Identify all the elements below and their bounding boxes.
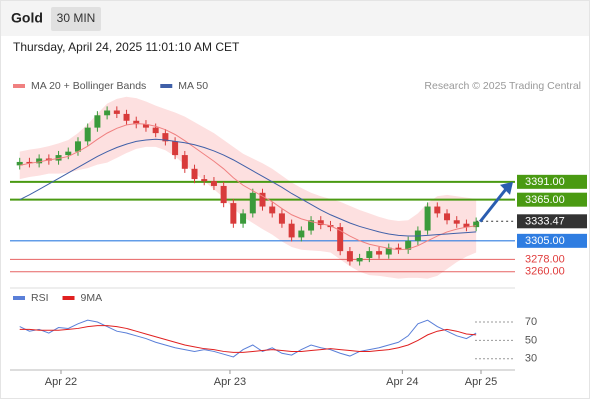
candle-body [210,181,217,186]
candle-body [453,220,460,224]
candle-body [142,124,149,128]
candle-body [308,220,315,231]
legend-label: MA 50 [178,80,208,92]
candle-body [366,251,373,258]
candle-body [405,240,412,250]
candle-body [104,110,111,116]
legend-swatch [62,296,75,300]
level-label: 3260.00 [525,266,565,278]
forecast-arrow [478,186,509,223]
level-label: 3391.00 [525,176,565,188]
candle-body [317,220,324,226]
candle-body [220,185,227,204]
legend-label: MA 20 + Bollinger Bands [31,80,146,92]
level-box [517,214,587,229]
candle-body [230,203,237,224]
candle-body [74,141,81,152]
candle-body [123,113,130,121]
candle-body [249,192,256,214]
candle-body [385,247,392,255]
candle-body [434,206,441,214]
candle-body [201,179,208,182]
legend-label: 9MA [81,292,103,304]
candle-body [278,213,285,224]
candle-body [356,257,363,262]
ma20-line [19,123,477,251]
candle-body [288,223,295,238]
x-tick-label: Apr 25 [465,376,497,388]
level-box [517,233,587,248]
candle-body [444,213,451,221]
candle-body [94,115,101,128]
x-tick-label: Apr 23 [214,376,246,388]
candle-body [16,161,23,166]
candle-body [26,161,33,164]
level-box [517,192,587,207]
candle-body [346,251,353,262]
candle-body [259,192,266,207]
candle-body [181,155,188,169]
candle-body [395,247,402,250]
source: Research © 2025 Trading Central [424,80,581,92]
candle-body [133,120,140,125]
level-label: 3333.47 [525,216,565,228]
candle-body [162,133,169,142]
y-tick-label: 70 [525,316,537,328]
candle-body [152,127,159,134]
candle-body [269,206,276,214]
forecast-arrow-head [500,181,513,195]
level-label: 3278.00 [525,253,565,265]
y-tick-label: 50 [525,334,537,346]
candle-body [424,206,431,231]
timeframe-button[interactable] [51,7,101,31]
instrument-title: Gold [11,10,43,26]
legend-swatch [160,84,173,88]
candle-body [240,213,247,224]
level-label: 3365.00 [525,194,565,206]
candle-body [376,251,383,255]
candle-body [172,141,179,156]
rsi-line [19,325,477,353]
level-label: 3305.00 [525,235,565,247]
rsi-line [19,319,477,358]
level-box [517,174,587,189]
timeframe-label: 30 MIN [57,11,96,25]
candle-body [84,127,91,142]
candle-body [191,168,198,180]
x-tick-label: Apr 22 [45,376,77,388]
candle-body [463,223,470,228]
candle-body [473,221,480,228]
candle-body [337,227,344,252]
candle-body [65,151,72,156]
ma50-line [19,138,477,237]
candle-body [298,230,305,238]
y-tick-label: 30 [525,353,537,365]
legend-swatch [13,296,25,300]
legend-swatch [13,84,25,88]
datetime: Thursday, April 24, 2025 11:01:10 AM CET [13,40,240,54]
candle-body [113,110,120,114]
candle-body [55,155,62,161]
candle-body [36,158,43,164]
x-tick-label: Apr 24 [386,376,418,388]
legend-label: RSI [31,292,49,304]
